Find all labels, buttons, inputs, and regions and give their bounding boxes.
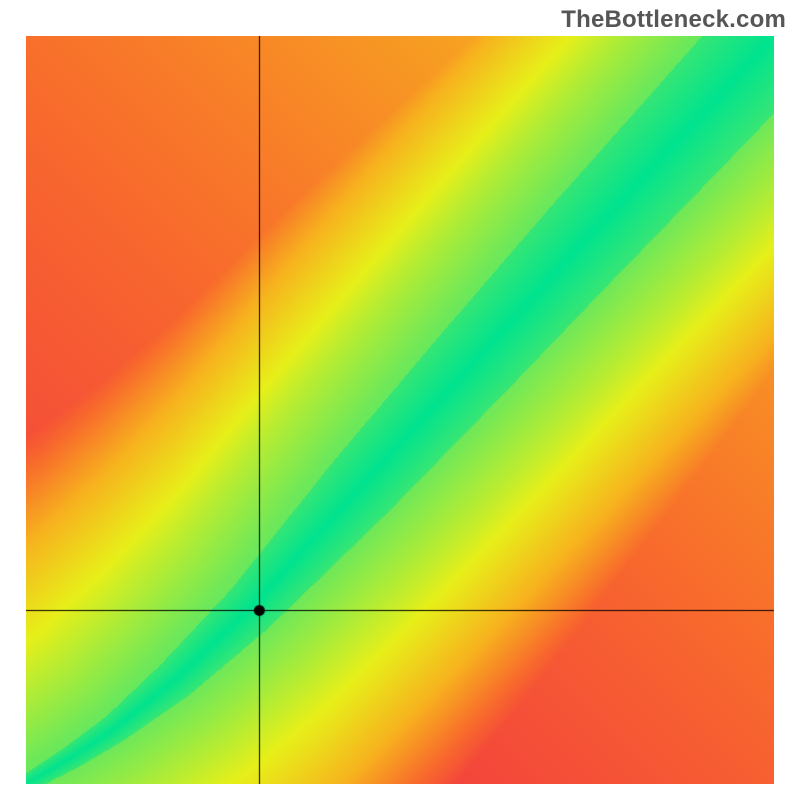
watermark-text: TheBottleneck.com (561, 6, 786, 34)
bottleneck-heatmap (26, 36, 774, 784)
heatmap-canvas (26, 36, 774, 784)
